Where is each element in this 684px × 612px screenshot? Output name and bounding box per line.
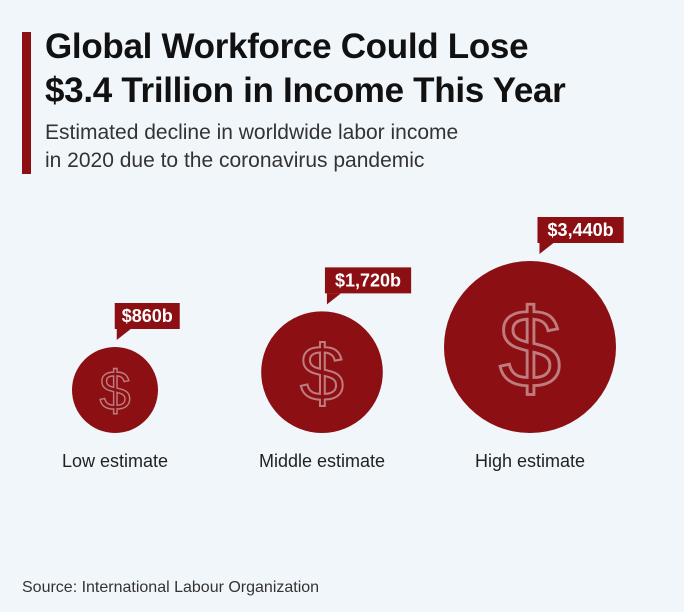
- dollar-sign-icon: $: [499, 286, 561, 411]
- data-label-2: $1,720b: [324, 267, 412, 305]
- category-label: Middle estimate: [259, 451, 385, 471]
- data-label-text: $3,440b: [548, 220, 614, 240]
- subtitle-line-1: Estimated decline in worldwide labor inc…: [45, 121, 459, 144]
- data-label-1: $860b: [114, 303, 180, 340]
- bubble-3: [444, 261, 616, 433]
- title-line-1: Global Workforce Could Lose: [45, 27, 529, 66]
- bubble-1: [72, 347, 158, 433]
- bubble-2: [261, 311, 383, 433]
- subtitle-line-2: in 2020 due to the coronavirus pandemic: [45, 149, 425, 172]
- chart-subtitle: Estimated decline in worldwide labor inc…: [45, 119, 645, 175]
- data-label-text: $860b: [122, 306, 173, 326]
- chart-title: Global Workforce Could Lose $3.4 Trillio…: [45, 25, 675, 113]
- category-label: High estimate: [475, 451, 585, 471]
- accent-bar: [22, 32, 31, 174]
- category-label: Low estimate: [62, 451, 168, 471]
- data-label-text: $1,720b: [335, 270, 401, 290]
- data-label-3: $3,440b: [537, 217, 624, 254]
- source-note: Source: International Labour Organizatio…: [22, 579, 320, 596]
- dollar-sign-icon: $: [99, 359, 130, 422]
- dollar-sign-icon: $: [300, 329, 344, 418]
- title-line-2: $3.4 Trillion in Income This Year: [45, 71, 566, 110]
